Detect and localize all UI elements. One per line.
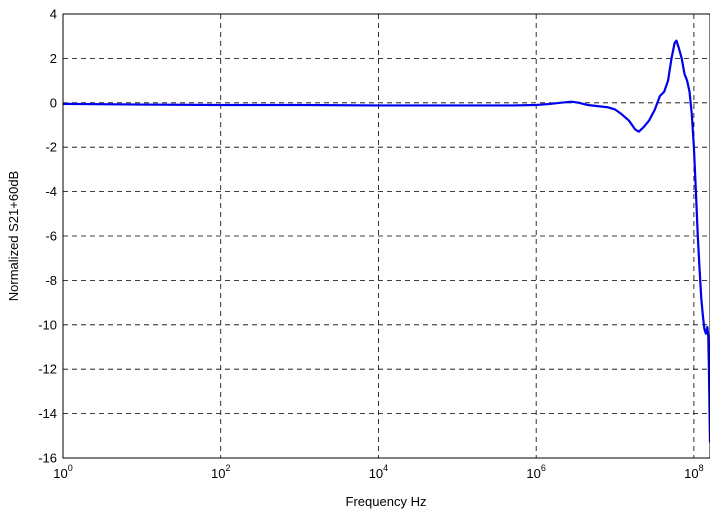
- x-axis-ticks: 100 102 104 106 108: [53, 463, 703, 481]
- y-axis-ticks: 4 2 0 -2 -4 -6 -8 -10 -12 -14 -16: [38, 7, 57, 466]
- plot-frame: [62, 13, 710, 459]
- x-tick-base: 10: [684, 466, 698, 481]
- x-tick-label: 102: [211, 463, 230, 481]
- y-tick-label: -8: [45, 273, 57, 288]
- y-tick-label: -4: [45, 184, 57, 199]
- grid-lines: [63, 14, 710, 458]
- x-tick-exponent: 0: [68, 463, 73, 473]
- x-axis-label: Frequency Hz: [346, 494, 427, 509]
- y-tick-label: -6: [45, 229, 57, 244]
- y-tick-label: 2: [50, 51, 57, 66]
- x-tick-exponent: 4: [383, 463, 388, 473]
- x-tick-base: 10: [211, 466, 225, 481]
- y-tick-label: 4: [50, 7, 57, 22]
- x-tick-base: 10: [369, 466, 383, 481]
- x-tick-base: 10: [526, 466, 540, 481]
- y-tick-label: -10: [38, 317, 57, 332]
- y-tick-label: -2: [45, 140, 57, 155]
- x-tick-label: 104: [369, 463, 388, 481]
- x-tick-label: 108: [684, 463, 703, 481]
- y-tick-label: 0: [50, 95, 57, 110]
- y-tick-label: -16: [38, 451, 57, 466]
- x-tick-exponent: 6: [541, 463, 546, 473]
- x-tick-label: 100: [53, 463, 72, 481]
- y-tick-label: -12: [38, 362, 57, 377]
- y-tick-label: -14: [38, 406, 57, 421]
- x-tick-exponent: 2: [225, 463, 230, 473]
- x-tick-label: 106: [526, 463, 545, 481]
- x-tick-base: 10: [53, 466, 67, 481]
- series-line-0: [62, 39, 710, 443]
- y-axis-label: Normalized S21+60dB: [6, 171, 21, 301]
- x-tick-exponent: 8: [699, 463, 704, 473]
- plot-area: [62, 39, 710, 443]
